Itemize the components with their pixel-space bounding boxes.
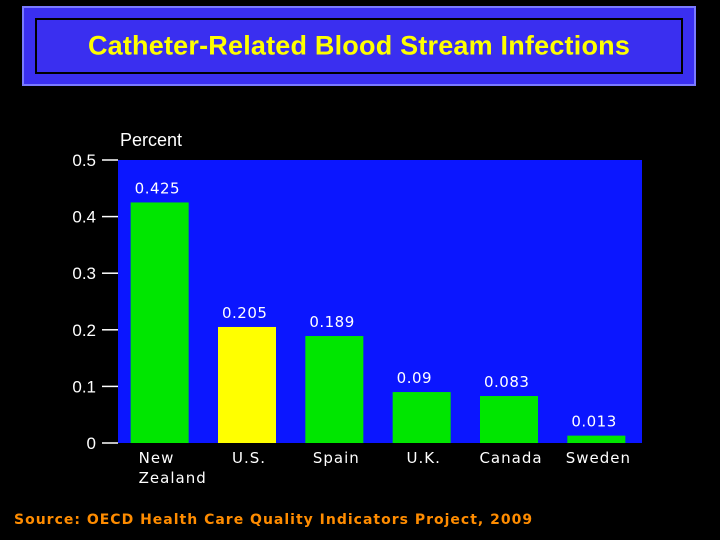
x-tick-label: New Zealand	[139, 449, 207, 487]
y-tick-label: 0.4	[72, 208, 96, 227]
bar	[392, 392, 451, 443]
y-tick-label: 0.3	[72, 264, 96, 283]
chart-title: Catheter-Related Blood Stream Infections	[87, 30, 631, 61]
x-tick-label: Canada	[479, 449, 542, 467]
x-tick-label: U.K.	[406, 449, 440, 467]
x-tick-label: Spain	[313, 449, 360, 467]
plot-area	[118, 160, 642, 443]
title-box: Catheter-Related Blood Stream Infections	[22, 6, 696, 86]
bar	[480, 396, 538, 443]
source-note: Source: OECD Health Care Quality Indicat…	[14, 512, 534, 528]
x-tick-label-line: Zealand	[139, 469, 207, 487]
x-tick-label: U.S.	[232, 449, 266, 467]
x-tick-label: Sweden	[566, 449, 631, 467]
data-label: 0.013	[571, 413, 616, 431]
bar	[218, 326, 276, 443]
bars: 0.425 0.205 0.189 0.09 0.083 0.013	[130, 179, 626, 443]
y-axis: 0 0.1 0.2 0.3 0.4 0.5	[72, 151, 118, 453]
bar	[130, 202, 189, 443]
data-label: 0.425	[135, 179, 180, 197]
data-label: 0.189	[309, 313, 354, 331]
y-axis-label: Percent	[120, 130, 182, 150]
bar	[305, 336, 364, 443]
y-tick-label: 0	[87, 434, 96, 453]
y-tick-label: 0.5	[72, 151, 96, 170]
bar	[567, 435, 626, 443]
x-axis: New Zealand U.S. Spain U.K. Canada Sweden	[139, 449, 631, 487]
y-tick-label: 0.2	[72, 321, 96, 340]
title-inner-frame: Catheter-Related Blood Stream Infections	[35, 18, 683, 74]
x-tick-label-line: New	[139, 449, 175, 467]
data-label: 0.083	[484, 373, 529, 391]
data-label: 0.205	[222, 304, 267, 322]
data-label: 0.09	[397, 369, 432, 387]
y-tick-label: 0.1	[72, 377, 96, 396]
